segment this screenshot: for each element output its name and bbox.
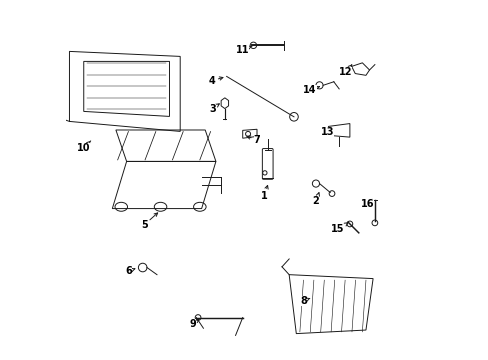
Text: 8: 8 [300, 296, 309, 306]
Text: 2: 2 [312, 193, 319, 206]
Text: 14: 14 [303, 85, 319, 95]
Text: 5: 5 [141, 213, 157, 230]
Text: 3: 3 [208, 104, 219, 113]
Text: 12: 12 [338, 65, 351, 77]
Text: 4: 4 [208, 76, 223, 86]
Text: 6: 6 [125, 266, 135, 276]
Text: 15: 15 [331, 223, 347, 234]
Text: 11: 11 [236, 45, 252, 55]
Text: 10: 10 [77, 141, 91, 153]
Text: 13: 13 [320, 127, 333, 137]
Text: 7: 7 [246, 135, 260, 145]
Text: 1: 1 [260, 185, 267, 201]
Text: 16: 16 [360, 199, 374, 209]
Text: 9: 9 [189, 319, 199, 329]
